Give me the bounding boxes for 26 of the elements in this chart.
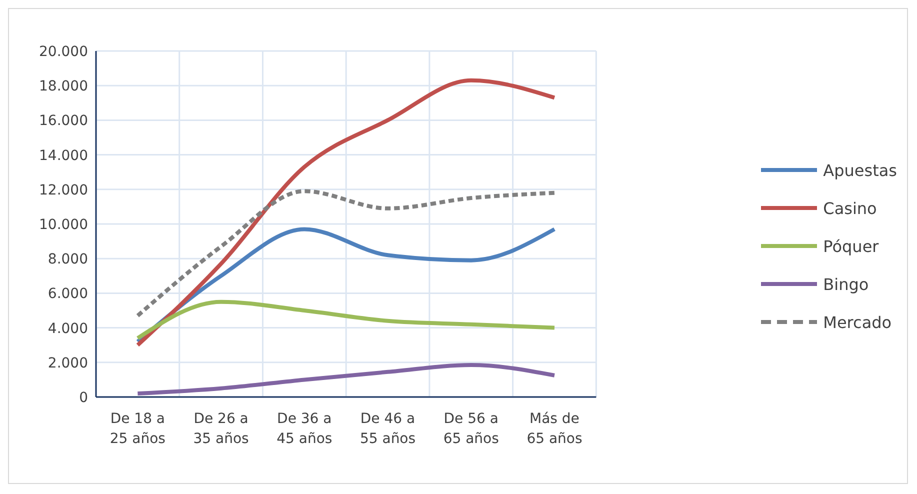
line-series	[136, 189, 556, 318]
y-tick-label: 6.000	[48, 286, 88, 302]
y-tick-label: 14.000	[39, 148, 88, 164]
x-tick-label: De 36 a 45 años	[276, 411, 332, 447]
legend-label: Bingo	[823, 274, 869, 294]
x-tick-label: De 26 a 35 años	[193, 411, 249, 447]
y-tick-label: 20.000	[39, 44, 88, 60]
line-series	[136, 300, 556, 340]
y-tick-label: 4.000	[48, 320, 88, 337]
y-tick-label: 18.000	[39, 78, 88, 95]
x-tick-label: De 56 a 65 años	[443, 411, 499, 447]
x-tick-label: Más de 65 años	[526, 411, 582, 447]
legend-label: Mercado	[823, 312, 892, 332]
y-tick-label: 10.000	[39, 216, 88, 233]
y-tick-label: 0	[79, 390, 88, 406]
y-tick-label: 12.000	[39, 182, 88, 198]
legend-label: Apuestas	[823, 160, 897, 180]
y-tick-label: 8.000	[48, 252, 88, 268]
legend-label: Casino	[823, 198, 877, 218]
line-series	[136, 78, 556, 348]
x-tick-label: De 46 a 55 años	[360, 411, 416, 447]
line-series	[136, 362, 556, 396]
x-tick-label: De 18 a 25 años	[110, 411, 166, 447]
y-tick-label: 2.000	[48, 355, 88, 372]
y-tick-label: 16.000	[39, 113, 88, 130]
legend-label: Póquer	[823, 236, 879, 256]
